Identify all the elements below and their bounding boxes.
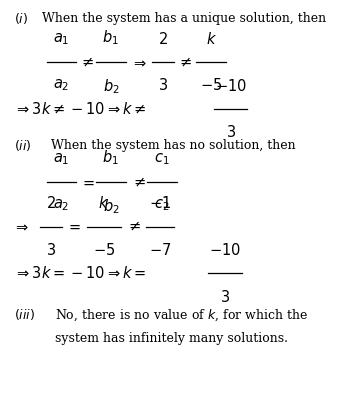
Text: $2$: $2$ (158, 31, 168, 47)
Text: $a_1$: $a_1$ (54, 152, 70, 167)
Text: $b_1$: $b_1$ (102, 28, 119, 47)
Text: $2$: $2$ (46, 195, 56, 211)
Text: $\neq$: $\neq$ (131, 176, 147, 189)
Text: $3$: $3$ (226, 124, 235, 140)
Text: When the system has no solution, then: When the system has no solution, then (51, 139, 296, 152)
Text: $\neq$: $\neq$ (126, 220, 142, 233)
Text: $(i)$: $(i)$ (14, 10, 28, 26)
Text: $-7$: $-7$ (149, 242, 171, 258)
Text: $\Rightarrow$: $\Rightarrow$ (13, 220, 29, 233)
Text: $\neq$: $\neq$ (80, 55, 95, 69)
Text: $(iii)$: $(iii)$ (14, 307, 35, 322)
Text: $\Rightarrow$: $\Rightarrow$ (131, 55, 147, 69)
Text: $=$: $=$ (66, 220, 82, 233)
Text: $-5$: $-5$ (200, 77, 222, 93)
Text: system has infinitely many solutions.: system has infinitely many solutions. (55, 332, 288, 345)
Text: $b_1$: $b_1$ (102, 148, 119, 167)
Text: $\neq$: $\neq$ (177, 55, 193, 69)
Text: $-1$: $-1$ (149, 195, 171, 211)
Text: $3$: $3$ (220, 289, 230, 305)
Text: $(ii)$: $(ii)$ (14, 138, 32, 153)
Text: $-5$: $-5$ (93, 242, 115, 258)
Text: No, there is no value of $k$, for which the: No, there is no value of $k$, for which … (55, 307, 308, 322)
Text: $\Rightarrow 3k \neq -10 \Rightarrow k \neq$: $\Rightarrow 3k \neq -10 \Rightarrow k \… (14, 101, 146, 117)
Text: When the system has a unique solution, then: When the system has a unique solution, t… (42, 12, 326, 24)
Text: $k$: $k$ (98, 195, 109, 211)
Text: $\Rightarrow 3k = -10 \Rightarrow k =$: $\Rightarrow 3k = -10 \Rightarrow k =$ (14, 265, 146, 282)
Text: $a_1$: $a_1$ (54, 31, 70, 47)
Text: $c_1$: $c_1$ (154, 152, 170, 167)
Text: $b_2$: $b_2$ (102, 77, 119, 96)
Text: $-10$: $-10$ (215, 78, 246, 94)
Text: $b_2$: $b_2$ (102, 198, 119, 217)
Text: $=$: $=$ (80, 176, 95, 189)
Text: $3$: $3$ (158, 77, 168, 93)
Text: $a_2$: $a_2$ (54, 198, 70, 213)
Text: $c_2$: $c_2$ (154, 198, 170, 213)
Text: $a_2$: $a_2$ (54, 77, 70, 93)
Text: $-10$: $-10$ (209, 242, 241, 258)
Text: $3$: $3$ (46, 242, 56, 258)
Text: $k$: $k$ (206, 31, 217, 47)
